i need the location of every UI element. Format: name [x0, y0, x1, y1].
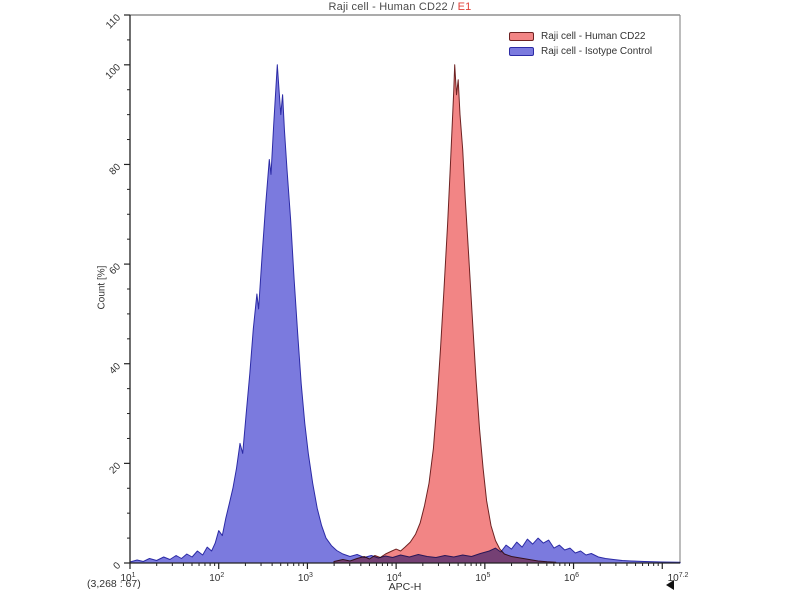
svg-text:106: 106 [564, 572, 579, 584]
y-axis-title: Count [%] [96, 265, 108, 310]
svg-text:60: 60 [107, 261, 123, 277]
legend: Raji cell - Human CD22 Raji cell - Isoty… [509, 31, 652, 57]
svg-text:20: 20 [107, 460, 123, 476]
chart-title: Raji cell - Human CD22 / E1 [0, 1, 800, 13]
x-axis-title: APC-H [388, 581, 422, 593]
svg-text:104: 104 [387, 572, 402, 584]
legend-item-cd22[interactable]: Raji cell - Human CD22 [509, 31, 652, 42]
chart-title-main: Raji cell - Human CD22 / [328, 1, 458, 13]
svg-text:101: 101 [120, 572, 135, 584]
svg-text:40: 40 [107, 361, 123, 377]
event-stats-label: (3,268 : 67) [87, 578, 141, 590]
svg-text:102: 102 [209, 572, 224, 584]
svg-text:100: 100 [104, 62, 124, 82]
legend-label: Raji cell - Isotype Control [541, 46, 653, 57]
legend-label: Raji cell - Human CD22 [541, 31, 646, 42]
svg-text:0: 0 [111, 560, 123, 572]
legend-item-isotype[interactable]: Raji cell - Isotype Control [509, 46, 652, 57]
svg-text:107.2: 107.2 [668, 572, 689, 584]
axis-range-marker-icon[interactable] [666, 580, 674, 590]
svg-text:110: 110 [104, 12, 123, 31]
svg-text:80: 80 [107, 161, 123, 177]
chart-title-gate: E1 [457, 1, 472, 13]
svg-text:105: 105 [475, 572, 490, 584]
legend-swatch-red [509, 32, 534, 41]
svg-text:103: 103 [298, 572, 313, 584]
legend-swatch-blue [509, 47, 534, 56]
